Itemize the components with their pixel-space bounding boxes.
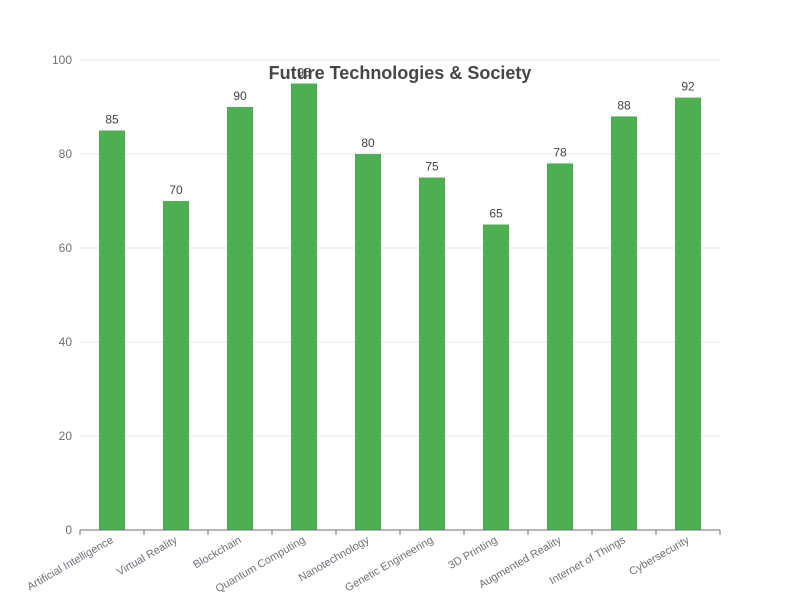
data-label-8: 88 (617, 98, 631, 112)
y-tick-label-40: 40 (59, 335, 73, 349)
x-tick-label-9: Cybersecurity (627, 534, 692, 578)
y-tick-label-0: 0 (65, 523, 72, 537)
data-label-2: 90 (233, 89, 247, 103)
data-label-4: 80 (361, 136, 375, 150)
data-label-3: 95 (297, 66, 311, 80)
bar-8[interactable] (611, 116, 637, 531)
bar-9[interactable] (675, 97, 701, 530)
bar-7[interactable] (547, 163, 573, 530)
y-tick-label-80: 80 (59, 147, 73, 161)
chart-title: Future Technologies & Society (269, 63, 532, 83)
data-label-1: 70 (169, 183, 183, 197)
bar-5[interactable] (419, 177, 445, 531)
data-label-7: 78 (553, 145, 567, 159)
bar-1[interactable] (163, 201, 189, 530)
data-label-6: 65 (489, 207, 503, 221)
data-label-9: 92 (681, 80, 695, 94)
bar-2[interactable] (227, 107, 253, 530)
bar-layer (99, 83, 701, 531)
x-tick-label-6: 3D Printing (446, 534, 499, 572)
data-label-5: 75 (425, 160, 439, 174)
bar-3[interactable] (291, 83, 317, 531)
data-label-0: 85 (105, 113, 119, 127)
y-tick-label-60: 60 (59, 241, 73, 255)
x-tick-label-0: Artificial Intelligence (25, 534, 115, 593)
x-tick-label-1: Virtual Reality (115, 534, 180, 578)
axis-layer (79, 529, 721, 535)
bar-6[interactable] (483, 224, 509, 531)
y-tick-label-20: 20 (59, 429, 73, 443)
bar-4[interactable] (355, 154, 381, 530)
y-tick-label-100: 100 (52, 53, 72, 67)
bar-0[interactable] (99, 130, 125, 531)
x-tick-label-2: Blockchain (191, 534, 243, 571)
